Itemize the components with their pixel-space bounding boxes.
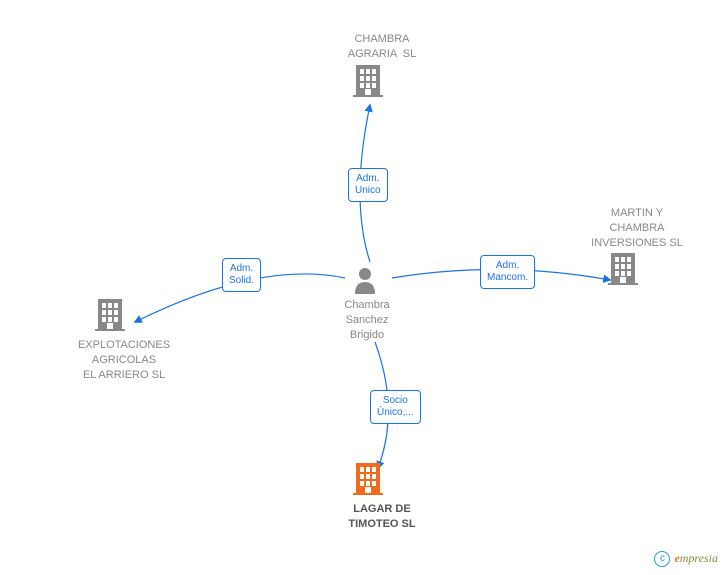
- building-icon-bottom: [353, 461, 383, 495]
- edge-label-bottom: Socio Único,...: [370, 390, 421, 424]
- footer-brand: cempresia: [654, 551, 718, 567]
- node-label-top: CHAMBRA AGRARIA SL: [332, 32, 432, 62]
- node-label-right: MARTIN Y CHAMBRA INVERSIONES SL: [580, 206, 694, 251]
- edge-label-right: Adm. Mancom.: [480, 255, 535, 289]
- building-icon-left: [95, 297, 125, 331]
- person-icon: [353, 266, 377, 294]
- copyright-icon: c: [654, 551, 670, 567]
- building-icon-top: [353, 63, 383, 97]
- node-label-left: EXPLOTACIONES AGRICOLAS EL ARRIERO SL: [66, 338, 182, 383]
- edge-label-top: Adm. Unico: [348, 168, 388, 202]
- center-label: Chambra Sanchez Brigido: [340, 298, 394, 343]
- building-icon-right: [608, 251, 638, 285]
- brand-rest: mpresia: [680, 551, 718, 565]
- edge-label-left: Adm. Solid.: [222, 258, 261, 292]
- network-diagram: { "type": "network", "background_color":…: [0, 0, 728, 575]
- node-label-bottom: LAGAR DE TIMOTEO SL: [330, 502, 434, 532]
